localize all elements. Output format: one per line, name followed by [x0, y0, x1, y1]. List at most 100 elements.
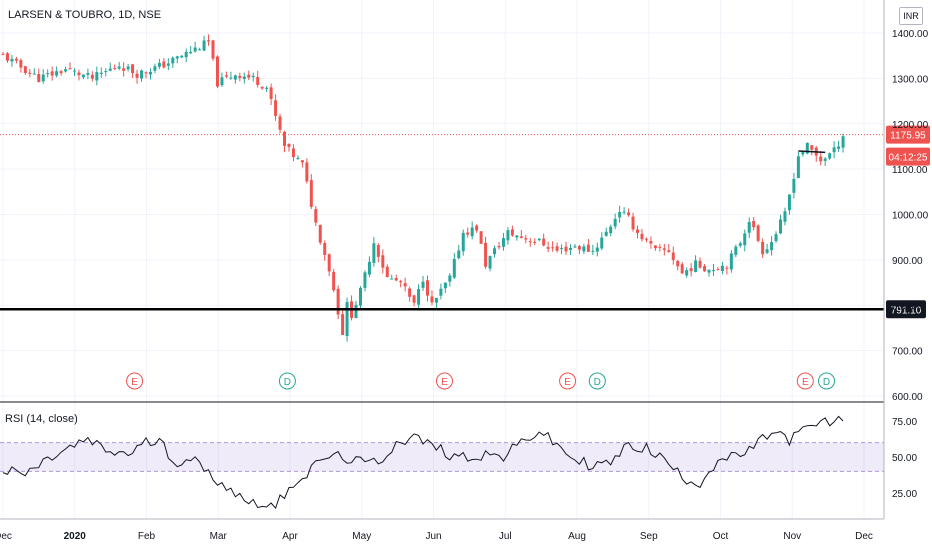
- currency-badge[interactable]: INR: [899, 7, 923, 25]
- candle-body: [823, 158, 827, 161]
- time-tick-label: Jun: [425, 531, 441, 542]
- candle-body: [323, 242, 327, 255]
- candle-body: [260, 86, 264, 89]
- candle-body: [358, 287, 362, 306]
- candle-body: [233, 75, 237, 80]
- candle-body: [506, 230, 510, 241]
- rsi-tick-label: 50.00: [892, 453, 917, 464]
- event-marker-dividend: [278, 372, 296, 390]
- candle-body: [707, 269, 711, 273]
- candle-body: [122, 68, 126, 71]
- rsi-tick-label: 25.00: [892, 489, 917, 500]
- candle-body: [796, 156, 800, 179]
- price-tick-label: 1300.00: [892, 74, 929, 85]
- candle-body: [332, 271, 336, 291]
- candle-body: [609, 226, 613, 234]
- candle-body: [336, 288, 340, 315]
- candle-body: [627, 212, 631, 216]
- candle-body: [457, 250, 461, 259]
- candle-body: [671, 252, 675, 260]
- candle-body: [180, 55, 184, 58]
- event-marker-earnings: [435, 372, 453, 390]
- last-price-label: 1175.95: [890, 131, 926, 142]
- candle-body: [14, 58, 18, 61]
- candle-body: [95, 72, 99, 81]
- candle-body: [283, 131, 287, 146]
- candle-body: [1, 53, 5, 55]
- candle-body: [819, 156, 823, 162]
- candle-body: [403, 283, 407, 287]
- time-tick-label: Sep: [640, 531, 658, 542]
- countdown-label: 04:12:25: [889, 153, 928, 164]
- candle-body: [55, 71, 59, 76]
- support-price-tag: [886, 300, 926, 319]
- candle-body: [46, 73, 50, 75]
- event-marker-earnings: [126, 372, 144, 390]
- time-tick-label: Nov: [783, 531, 801, 542]
- candle-body: [832, 147, 836, 153]
- candle-body: [376, 245, 380, 257]
- candle-body: [515, 235, 519, 238]
- candle-body: [551, 247, 555, 249]
- price-candles: [1, 34, 845, 342]
- candle-body: [300, 160, 304, 163]
- candle-body: [385, 266, 389, 277]
- candle-body: [528, 241, 532, 243]
- candle-body: [345, 301, 349, 337]
- candle-body: [318, 224, 322, 243]
- candle-body: [787, 194, 791, 211]
- event-marker-dividend: [818, 372, 836, 390]
- candle-body: [752, 220, 756, 228]
- candle-body: [747, 222, 751, 233]
- candle-body: [595, 247, 599, 252]
- candle-body: [153, 66, 157, 71]
- candle-body: [810, 145, 814, 150]
- support-price-label: 791.10: [891, 305, 922, 316]
- candle-body: [131, 64, 135, 74]
- candle-body: [140, 70, 144, 79]
- time-tick-label: Dec: [0, 531, 12, 542]
- candle-body: [792, 178, 796, 193]
- candle-body: [287, 143, 291, 147]
- price-tick-label: 1400.00: [892, 29, 929, 40]
- candle-body: [448, 275, 452, 282]
- event-marker-dividend: [588, 372, 606, 390]
- price-tick-label: 1000.00: [892, 211, 929, 222]
- countdown-tag: [886, 147, 930, 166]
- candle-body: [801, 152, 805, 155]
- candle-body: [783, 211, 787, 222]
- candle-body: [479, 231, 483, 244]
- candle-body: [59, 71, 63, 74]
- candle-body: [618, 212, 622, 218]
- price-tick-label: 1200.00: [892, 120, 929, 131]
- price-tick-label: 900.00: [892, 256, 923, 267]
- candle-body: [828, 153, 832, 159]
- candle-body: [443, 282, 447, 289]
- candle-body: [341, 314, 345, 335]
- candle-body: [247, 74, 251, 78]
- candle-body: [68, 68, 72, 70]
- candle-body: [573, 246, 577, 248]
- candle-body: [501, 238, 505, 247]
- time-tick-label: Aug: [568, 531, 586, 542]
- candle-body: [77, 72, 81, 76]
- candle-body: [291, 148, 295, 158]
- candle-body: [694, 260, 698, 273]
- candle-body: [667, 250, 671, 252]
- candle-body: [421, 281, 425, 288]
- candle-body: [274, 100, 278, 116]
- candle-body: [408, 288, 412, 297]
- candle-body: [510, 229, 514, 236]
- candle-body: [135, 73, 139, 78]
- candle-body: [117, 66, 121, 69]
- candle-body: [680, 264, 684, 274]
- candle-body: [591, 250, 595, 252]
- candle-body: [381, 255, 385, 268]
- candle-body: [484, 242, 488, 267]
- candle-body: [461, 232, 465, 252]
- time-tick-label: Oct: [713, 531, 729, 542]
- candle-body: [698, 260, 702, 268]
- overlay-lines: 791.10 1175.95 04:12:25: [0, 125, 930, 319]
- candle-body: [242, 76, 246, 79]
